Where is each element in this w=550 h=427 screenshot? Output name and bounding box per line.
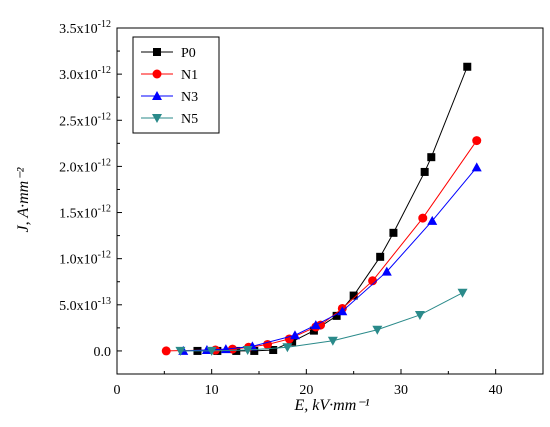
axis-ticks: 0 10 20 30 40 0.0 5.0x10-13 1.0x10-12 1.5x10-12 2… bbox=[59, 19, 503, 398]
data-point bbox=[282, 343, 293, 353]
series-line bbox=[166, 140, 478, 352]
x-tick-label: 30 bbox=[394, 383, 408, 398]
data-point bbox=[161, 346, 171, 356]
x-tick-label: 10 bbox=[205, 383, 219, 398]
legend-label: N3 bbox=[181, 90, 198, 105]
data-point bbox=[471, 162, 482, 172]
series-layer bbox=[161, 62, 482, 356]
data-point bbox=[414, 310, 425, 320]
legend-label: N1 bbox=[181, 68, 198, 83]
y-tick-label: 2.0x10-12 bbox=[59, 157, 111, 175]
y-tick-label: 1.5x10-12 bbox=[59, 204, 111, 222]
data-point bbox=[472, 136, 482, 146]
data-point bbox=[250, 346, 259, 355]
data-point bbox=[418, 213, 428, 223]
y-tick-label: 2.5x10-12 bbox=[59, 111, 111, 129]
data-point bbox=[349, 291, 358, 300]
legend-box bbox=[132, 36, 220, 134]
data-point bbox=[206, 346, 217, 356]
data-point bbox=[310, 320, 321, 330]
data-point bbox=[227, 344, 237, 354]
legend-marker bbox=[152, 114, 162, 123]
y-tick-label: 0.0 bbox=[94, 345, 112, 360]
data-point bbox=[368, 276, 378, 286]
data-point bbox=[427, 153, 436, 162]
data-point bbox=[463, 62, 472, 71]
y-tick-label: 3.0x10-12 bbox=[59, 65, 111, 83]
data-point bbox=[457, 288, 468, 298]
data-point bbox=[381, 266, 392, 276]
x-tick-label: 20 bbox=[299, 383, 313, 398]
series-line bbox=[183, 167, 478, 352]
legend-label: N5 bbox=[181, 112, 198, 127]
y-tick-label: 1.0x10-12 bbox=[59, 250, 111, 268]
legend-label: P0 bbox=[181, 46, 196, 61]
legend-marker bbox=[152, 91, 162, 100]
plot-area bbox=[116, 27, 544, 375]
data-point bbox=[289, 330, 300, 340]
data-point bbox=[420, 167, 429, 176]
data-point bbox=[175, 346, 186, 356]
series-n3 bbox=[178, 162, 482, 355]
data-point bbox=[327, 336, 338, 346]
data-point bbox=[372, 325, 383, 335]
data-point bbox=[389, 228, 398, 237]
data-point bbox=[332, 311, 341, 320]
series-line bbox=[197, 66, 468, 352]
data-point bbox=[269, 346, 278, 355]
series-n5 bbox=[175, 288, 468, 356]
y-axis-title: J, A·mm⁻² bbox=[15, 166, 32, 232]
plot-frame bbox=[116, 27, 544, 375]
y-tick-label: 3.5x10-12 bbox=[59, 19, 111, 37]
x-tick-label: 40 bbox=[489, 383, 503, 398]
data-point bbox=[242, 346, 253, 356]
series-line bbox=[180, 292, 463, 352]
data-point bbox=[376, 252, 385, 261]
legend: P0 N1 N3 N5 bbox=[132, 36, 220, 134]
legend-marker bbox=[153, 48, 161, 56]
data-point bbox=[427, 215, 438, 225]
x-axis-title: E, kV·mm⁻¹ bbox=[294, 397, 370, 414]
legend-marker bbox=[152, 69, 162, 79]
data-point bbox=[337, 306, 348, 316]
y-tick-label: 5.0x10-13 bbox=[59, 296, 111, 314]
x-tick-label: 0 bbox=[114, 383, 121, 398]
